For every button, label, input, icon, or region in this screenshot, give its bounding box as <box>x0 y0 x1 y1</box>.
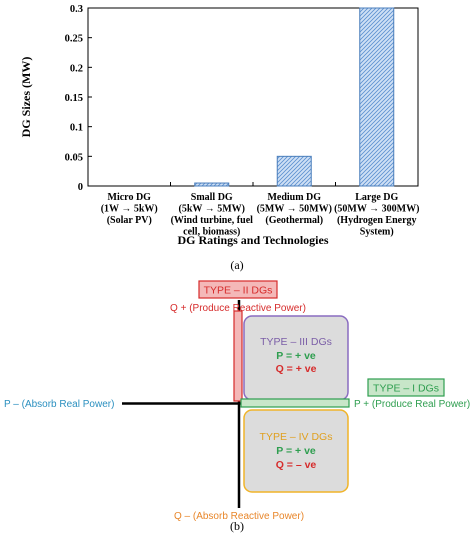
y-tick-label: 0.25 <box>65 34 83 45</box>
bars <box>194 7 395 187</box>
dg-types-diagram: TYPE – II DGs TYPE – I DGs Q + (Produce … <box>4 280 470 522</box>
caption-b: (b) <box>230 519 244 533</box>
x-category-label: Medium DG (5MW → 50MW) (Geothermal) <box>257 192 332 226</box>
type4-q: Q = – ve <box>276 459 317 471</box>
type4-title: TYPE – IV DGs <box>260 431 333 443</box>
x-category-label: Large DG (50MW → 300MW) (Hydrogen Energy Sy… <box>334 192 419 238</box>
y-tick-label: 0.1 <box>70 123 83 134</box>
axis-left-label: P – (Absorb Real Power) <box>4 399 114 410</box>
caption-a: (a) <box>230 258 243 272</box>
bar <box>276 155 312 187</box>
type1-strip <box>240 398 350 408</box>
y-axis: 0 0.05 0.1 0.15 0.2 0.25 0.3 <box>65 4 92 193</box>
y-tick-label: 0.05 <box>65 152 83 163</box>
axis-bottom-label: Q – (Absorb Reactive Power) <box>174 511 304 522</box>
x-category-label: Micro DG (1W → 5kW) (Solar PV) <box>101 192 158 226</box>
type4-box <box>243 409 349 493</box>
y-tick-label: 0 <box>78 182 83 193</box>
bar <box>194 182 230 187</box>
type2-title: TYPE – II DGs <box>204 285 273 297</box>
type2-strip <box>233 310 243 402</box>
axis-right-label: P + (Produce Real Power) <box>354 399 470 410</box>
y-tick-label: 0.15 <box>65 93 83 104</box>
y-tick-label: 0.2 <box>70 63 83 74</box>
type1-label-box <box>367 378 445 397</box>
type2-label-box <box>198 280 278 299</box>
y-axis-label: DG Sizes (MW) <box>19 57 33 138</box>
x-axis-label: DG Ratings and Technologies <box>177 233 328 247</box>
axis-top-label: Q + (Produce Reactive Power) <box>170 303 306 314</box>
type3-q: Q = + ve <box>276 363 317 375</box>
bar-chart: 0 0.05 0.1 0.15 0.2 0.25 0.3 Micro DG (1W → 5kW… <box>19 4 419 247</box>
bar <box>359 7 395 187</box>
type3-p: P = + ve <box>276 350 316 362</box>
x-category-label: Small DG (5kW → 5MW) (Wind turbine, fuel ce… <box>171 192 254 238</box>
y-tick-label: 0.3 <box>70 4 83 15</box>
type1-title: TYPE – I DGs <box>373 383 439 395</box>
type4-p: P = + ve <box>276 445 316 457</box>
type3-title: TYPE – III DGs <box>260 336 332 348</box>
x-category-labels: Micro DG (1W → 5kW) (Solar PV) Small DG (5kW… <box>101 182 419 238</box>
